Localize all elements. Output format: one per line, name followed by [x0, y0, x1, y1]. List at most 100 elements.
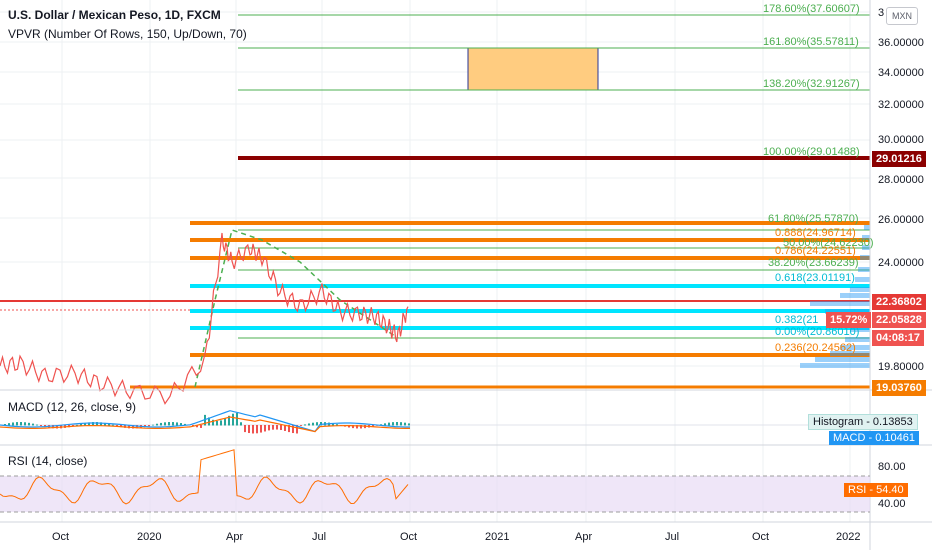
macd-bar — [52, 425, 54, 429]
rsi-tick: 80.00 — [878, 461, 906, 473]
price-tick: 19.80000 — [878, 361, 924, 373]
volume-bar — [855, 277, 870, 282]
macd-bar — [200, 425, 202, 428]
macd-bar — [112, 424, 114, 426]
macd-bar — [388, 422, 390, 426]
macd-bar — [304, 424, 306, 426]
rsi-pane[interactable] — [0, 449, 870, 513]
symbol-title[interactable]: U.S. Dollar / Mexican Peso, 1D, FXCM — [8, 8, 221, 22]
macd-bar — [168, 422, 170, 426]
macd-bar — [312, 422, 314, 426]
time-tick: Jul — [665, 531, 679, 543]
macd-bar — [216, 420, 218, 426]
price-tick: 32.00000 — [878, 99, 924, 111]
rsi-tick: 40.00 — [878, 498, 906, 510]
macd-bar — [272, 425, 274, 430]
price-tag: 29.01216 — [872, 151, 926, 167]
rsi-value-box: RSI - 54.40 — [844, 483, 908, 497]
macd-bar — [100, 422, 102, 426]
macd-bar — [256, 425, 258, 434]
fib-labels: 178.60%(37.60607) 161.80%(35.57811) 138.… — [763, 3, 874, 354]
macd-bar — [332, 423, 334, 426]
macd-bar — [360, 425, 362, 429]
time-axis[interactable]: Oct 2020 Apr Jul Oct 2021 Apr Jul Oct 20… — [52, 531, 860, 543]
macd-bar — [20, 422, 22, 426]
macd-bar — [24, 422, 26, 426]
main-pane[interactable]: 178.60%(37.60607) 161.80%(35.57811) 138.… — [0, 0, 874, 522]
time-tick: 2022 — [836, 531, 860, 543]
macd-bar — [116, 425, 118, 427]
macd-bar — [208, 417, 210, 426]
time-tick: Oct — [752, 531, 769, 543]
target-box[interactable] — [467, 47, 599, 91]
macd-bar — [72, 425, 74, 427]
time-tick: 2020 — [137, 531, 161, 543]
vpvr-legend[interactable]: VPVR (Number Of Rows, 150, Up/Down, 70) — [8, 27, 247, 41]
time-tick: Jul — [312, 531, 326, 543]
macd-bar — [232, 413, 234, 426]
fib-label: 38.20%(23.66239) — [768, 257, 859, 269]
macd-bar — [280, 425, 282, 431]
currency-badge[interactable]: MXN — [886, 7, 918, 25]
price-tick: 26.00000 — [878, 214, 924, 226]
macd-bar — [152, 424, 154, 426]
fib-lines[interactable] — [0, 14, 870, 389]
macd-pane[interactable] — [0, 410, 870, 434]
price-tick: 28.00000 — [878, 174, 924, 186]
macd-bar — [136, 425, 138, 429]
macd-bar — [400, 422, 402, 426]
macd-bar — [236, 413, 238, 426]
fib-label: 0.618(23.01191) — [775, 272, 855, 284]
macd-bar — [148, 425, 150, 427]
macd-bar — [224, 418, 226, 426]
macd-legend[interactable]: MACD (12, 26, close, 9) — [8, 400, 137, 414]
macd-bar — [108, 423, 110, 426]
macd-bar — [172, 422, 174, 426]
macd-bar — [12, 422, 14, 426]
histogram-label-box: Histogram - 0.13853 — [808, 414, 918, 430]
price-tick: 36.00000 — [878, 37, 924, 49]
macd-bar — [260, 425, 262, 433]
projection-path — [194, 229, 399, 388]
macd-bar — [392, 422, 394, 426]
macd-bar — [176, 422, 178, 426]
volume-bar — [815, 357, 870, 362]
volume-bar — [800, 363, 870, 368]
horizontal-gridlines — [0, 11, 870, 367]
volume-bar — [858, 267, 870, 272]
vertical-gridlines — [61, 0, 851, 522]
macd-label-box: MACD - 0.10461 — [829, 431, 919, 445]
volume-bar — [810, 301, 870, 306]
macd-bar — [8, 423, 10, 426]
macd-bar — [56, 425, 58, 429]
time-tick: Oct — [52, 531, 69, 543]
signal-line — [0, 416, 410, 433]
price-series[interactable] — [0, 232, 409, 405]
time-tick: Apr — [575, 531, 592, 543]
fib-label: 0.00%(20.86010) — [775, 326, 859, 338]
macd-bar — [244, 425, 246, 433]
macd-bar — [4, 424, 6, 426]
volume-bar — [864, 225, 870, 230]
macd-bar — [92, 422, 94, 426]
macd-bar — [292, 425, 294, 434]
macd-bar — [336, 424, 338, 426]
macd-bar — [308, 423, 310, 426]
macd-bar — [276, 425, 278, 430]
macd-bar — [132, 425, 134, 429]
macd-bar — [212, 419, 214, 426]
macd-line — [0, 410, 410, 433]
price-axis[interactable]: 3 36.00000 34.00000 32.00000 30.00000 28… — [878, 7, 924, 510]
price-tick: 30.00000 — [878, 134, 924, 146]
macd-bar — [180, 423, 182, 426]
macd-bar — [40, 425, 42, 427]
macd-bar — [156, 423, 158, 426]
fib-label: 138.20%(32.91267) — [763, 78, 860, 90]
macd-bar — [240, 422, 242, 426]
macd-bar — [16, 422, 18, 426]
macd-bar — [32, 423, 34, 426]
fib-label: 0.236(20.24562) — [775, 342, 856, 354]
macd-bar — [80, 423, 82, 426]
rsi-legend[interactable]: RSI (14, close) — [8, 454, 88, 468]
